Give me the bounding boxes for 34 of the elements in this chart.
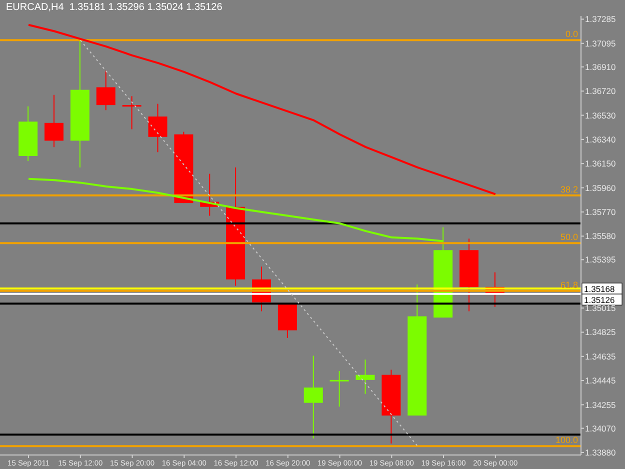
y-tick-label: 1.34825 xyxy=(585,327,616,338)
annotation: 50.0 xyxy=(560,232,578,242)
y-tick-label: 1.36340 xyxy=(585,134,616,144)
y-tick-label: 1.36150 xyxy=(585,158,616,169)
y-tick-label: 1.36530 xyxy=(585,110,616,120)
candlestick xyxy=(122,96,142,130)
candlestick xyxy=(148,103,168,153)
y-tick-label: 1.37285 xyxy=(585,14,616,24)
y-tick-label: 1.35580 xyxy=(585,231,616,242)
annotation: 100.0 xyxy=(555,435,578,446)
y-tick-label: 1.36910 xyxy=(585,62,616,72)
ref-line-label: 1.35168 xyxy=(584,284,615,294)
y-tick-label: 1.37095 xyxy=(585,38,616,48)
candlestick xyxy=(304,355,323,439)
annotation: 61.8 xyxy=(560,280,578,290)
line-series xyxy=(28,24,496,196)
candlestick xyxy=(96,70,116,111)
y-tick-label: 1.34635 xyxy=(585,351,616,362)
candlestick xyxy=(330,370,349,408)
y-tick-label: 1.35960 xyxy=(585,182,616,193)
chart-title: EURCAD,H4 1.35181 1.35296 1.35024 1.35126 xyxy=(6,2,222,13)
y-tick-label: 1.36720 xyxy=(585,86,616,96)
y-tick-label: 1.34070 xyxy=(585,423,616,434)
candlestick xyxy=(356,359,375,394)
y-tick-label: 1.35770 xyxy=(585,206,616,217)
annotation: 38.2 xyxy=(560,184,578,194)
y-tick-label: 1.34445 xyxy=(585,376,616,386)
y-tick-label: 1.35395 xyxy=(585,254,616,265)
ref-line-label: 1.35126 xyxy=(584,295,615,306)
y-tick-label: 1.33880 xyxy=(585,447,616,458)
y-tick-label: 1.34255 xyxy=(585,400,616,410)
annotation: 0.0 xyxy=(565,29,578,40)
y-tick-label: 1.35015 xyxy=(585,303,616,314)
candlestick xyxy=(44,94,64,148)
